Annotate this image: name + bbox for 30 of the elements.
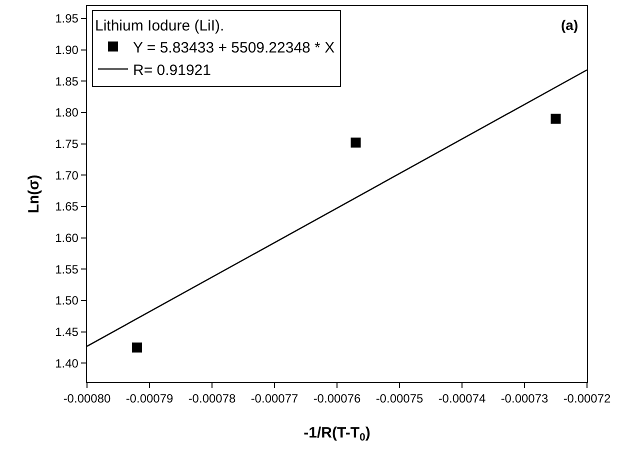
- legend-title: Lithium Iodure (LiI).: [95, 17, 224, 34]
- x-tick-label: -0.00079: [126, 392, 174, 406]
- x-tick-label: -0.00076: [313, 392, 362, 406]
- legend-label: R= 0.91921: [133, 62, 211, 79]
- y-tick-label: 1.75: [55, 137, 79, 152]
- annotation: (a): [561, 17, 578, 33]
- y-tick-label: 1.60: [55, 231, 79, 246]
- y-tick-label: 1.45: [55, 325, 79, 340]
- x-tick-label: -0.00078: [188, 392, 236, 406]
- y-tick-label: 1.85: [55, 74, 79, 88]
- x-tick-label: -0.00074: [438, 392, 486, 406]
- y-axis-title: Ln(σ): [25, 174, 42, 214]
- x-tick-label: -0.00080: [63, 392, 112, 406]
- y-tick-label: 1.80: [55, 106, 79, 120]
- legend-label: Y = 5.83433 + 5509.22348 * X: [133, 39, 335, 56]
- y-tick-label: 1.40: [55, 356, 79, 370]
- x-tick-label: -0.00077: [250, 392, 299, 406]
- point: [550, 114, 561, 124]
- y-tick-label: 1.90: [55, 43, 79, 58]
- x-tick-label: -0.00075: [376, 392, 424, 406]
- y-tick-label: 1.55: [55, 262, 79, 276]
- y-tick-label: 1.95: [55, 12, 79, 26]
- x-tick-label: -0.00072: [563, 392, 612, 406]
- y-tick-label: 1.65: [55, 200, 79, 214]
- x-tick-label: -0.00073: [500, 392, 549, 406]
- x-axis-title: -1/R(T-T$_{0}$): [304, 424, 370, 444]
- point: [350, 138, 361, 148]
- y-tick-label: 1.70: [55, 168, 79, 182]
- y-tick-label: 1.50: [55, 294, 79, 308]
- point: [132, 342, 142, 353]
